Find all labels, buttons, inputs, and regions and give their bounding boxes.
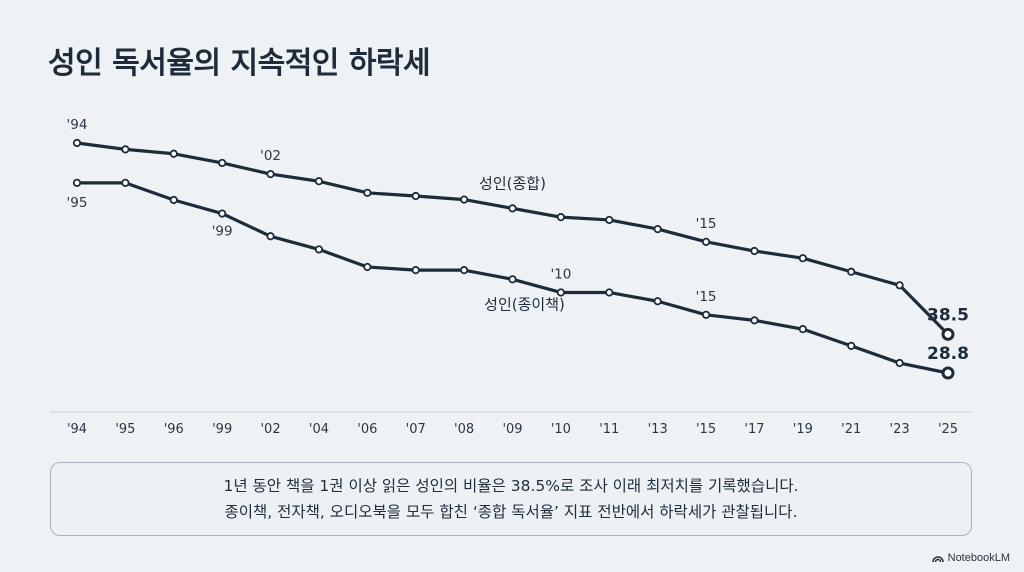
data-point [266,169,275,179]
data-point [653,225,662,234]
series-end-point [941,366,955,380]
data-point [121,145,130,154]
series-name-label: 성인(종합) [479,174,546,192]
x-tick-label: '95 [115,422,135,437]
chart-title: 성인 독서율의 지속적인 하락세 [48,46,431,81]
x-tick-label: '25 [938,422,958,437]
data-point [218,209,227,218]
caption-box: 1년 동안 책을 1권 이상 읽은 성인의 비율은 38.5%로 조사 이래 최… [50,462,972,536]
x-tick-label: '10 [551,422,571,437]
x-tick-label: '11 [599,422,619,437]
data-point [508,204,517,213]
data-point [363,262,372,272]
data-point [798,325,807,334]
data-point [798,254,807,263]
data-point [121,178,130,187]
data-point [750,246,759,256]
x-tick-label: '07 [406,422,426,437]
x-tick-label: '96 [164,422,184,437]
x-tick-label: '06 [357,422,377,437]
x-tick-label: '99 [212,422,232,437]
point-year-label: '99 [212,224,233,240]
data-point [701,310,711,319]
data-point [314,177,324,186]
end-value-label: 28.8 [927,344,969,364]
brand-label: NotebookLM [947,552,1010,564]
x-tick-label: '09 [502,422,522,437]
line-chart: '94 '02 '15 성인(종합) 38.5 '95 '99 '10 '15 성인(종이책) 28… [50,117,972,437]
point-year-label: '15 [696,289,717,305]
caption-line-1: 1년 동안 책을 1권 이상 읽은 성인의 비율은 38.5%로 조사 이래 최… [223,477,799,495]
data-point [72,138,82,148]
point-year-label: '15 [696,216,717,232]
data-point [701,237,711,246]
notebooklm-logo-icon [931,555,944,562]
data-point [750,316,759,325]
x-tick-label: '13 [648,422,668,437]
data-point [895,281,904,290]
caption-line-2: 종이책, 전자책, 오디오북을 모두 합친 ‘종합 독서율’ 지표 전반에서 하… [224,503,798,521]
data-point [653,297,662,306]
data-point [72,178,82,187]
x-tick-label: '17 [744,422,764,437]
data-point [605,215,614,225]
point-year-label: '95 [67,195,88,211]
data-point [169,195,178,205]
series-1: '94 '02 '15 성인(종합) 38.5 [67,117,969,341]
notebooklm-brand: NotebookLM [931,552,1010,564]
data-point [460,195,469,204]
data-point [508,275,517,284]
x-tick-label: '02 [260,422,280,437]
x-tick-label: '04 [309,422,329,437]
data-point [169,149,178,158]
data-point [411,266,420,275]
point-year-label: '94 [67,117,88,133]
x-tick-label: '94 [67,422,87,437]
data-point [363,188,372,197]
point-year-label: '02 [260,148,281,164]
data-point [314,245,324,254]
data-point [411,191,420,201]
point-year-label: '10 [550,266,571,282]
data-point [895,358,904,368]
data-point [847,341,856,350]
series-2: '95 '99 '10 '15 성인(종이책) 28.8 [67,178,969,380]
x-tick-label: '19 [793,422,813,437]
series-end-point [941,327,955,341]
data-point [847,267,856,276]
end-value-label: 38.5 [927,305,969,325]
x-tick-label: '15 [696,422,716,437]
data-point [556,213,565,222]
series-name-label: 성인(종이책) [484,295,565,313]
data-point [460,266,469,275]
data-point [266,232,275,241]
data-point [218,158,227,168]
data-point [556,288,565,297]
x-tick-label: '21 [841,422,861,437]
data-point [605,288,614,297]
x-tick-label: '08 [454,422,474,437]
x-tick-label: '23 [890,422,910,437]
